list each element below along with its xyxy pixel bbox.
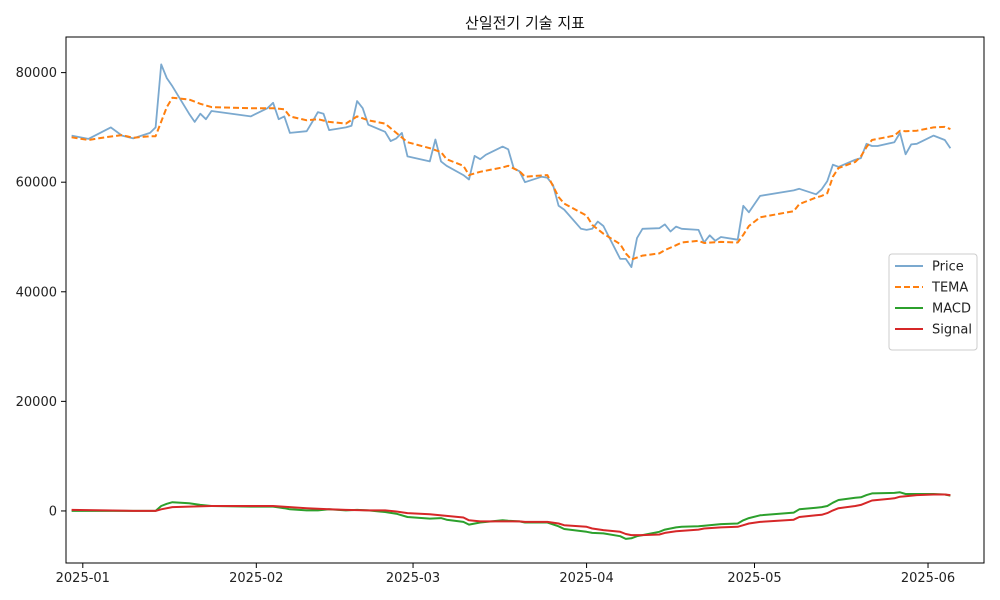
chart-title: 산일전기 기술 지표 — [465, 14, 585, 32]
y-tick-label: 60000 — [16, 176, 57, 191]
plot-area-frame — [65, 36, 985, 564]
series-layer — [71, 63, 952, 540]
legend-label-signal: Signal — [932, 323, 972, 338]
legend-label-tema: TEMA — [931, 281, 968, 296]
x-tick-label: 2025-01 — [56, 571, 110, 586]
legend-label-macd: MACD — [932, 302, 971, 317]
x-axis: 2025-01 2025-02 2025-03 2025-04 2025-05 2025-… — [56, 563, 955, 586]
y-tick-label: 80000 — [16, 66, 57, 81]
series-line-macd — [71, 491, 951, 540]
y-tick-label: 0 — [49, 504, 57, 519]
y-axis: 0 20000 40000 60000 80000 — [16, 66, 66, 519]
legend-box — [888, 253, 978, 351]
series-line-tema — [71, 96, 951, 261]
legend-label-price: Price — [932, 260, 964, 275]
x-tick-label: 2025-02 — [229, 571, 283, 586]
y-tick-label: 40000 — [16, 285, 57, 300]
x-tick-label: 2025-03 — [386, 571, 440, 586]
series-line-price — [71, 63, 952, 268]
x-tick-label: 2025-06 — [901, 571, 955, 586]
y-tick-label: 20000 — [16, 395, 57, 410]
x-tick-label: 2025-04 — [559, 571, 613, 586]
x-tick-label: 2025-05 — [727, 571, 781, 586]
series-line-signal — [71, 493, 951, 537]
legend: Price TEMA MACD Signal — [888, 253, 978, 351]
